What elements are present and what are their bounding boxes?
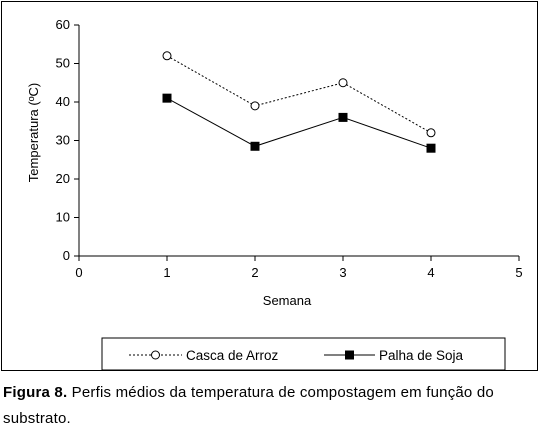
legend-label-2: Palha de Soja [379,348,464,363]
line-chart: 0 10 20 30 40 50 60 0 1 2 3 4 5 Semana Temperatura (ºC… [26,17,523,370]
y-tick-label: 20 [56,171,70,186]
series-line-2 [166,97,432,149]
caption-label: Figura 8. [3,384,68,401]
series-line-1 [166,55,432,134]
chart-frame: 0 10 20 30 40 50 60 0 1 2 3 4 5 Semana Temperatura (ºC… [1,1,538,371]
data-point-1 [338,78,348,88]
data-point-2 [426,143,436,153]
y-tick-label: 30 [56,133,70,148]
legend-box [101,337,506,370]
data-point-2 [250,141,260,151]
y-tick-label: 10 [56,210,70,225]
x-tick-label: 3 [339,265,346,280]
x-tick-label: 2 [251,265,258,280]
legend-marker-1 [151,350,160,360]
y-tick-label: 50 [56,56,70,71]
x-tick-label: 4 [427,265,434,280]
y-tick-label: 0 [63,248,70,263]
figure-caption: Figura 8. Perfis médios da temperatura d… [3,380,543,432]
x-tick-label: 1 [163,265,170,280]
x-tick-label: 0 [75,265,82,280]
data-point-2 [338,112,348,122]
legend-label-1: Casca de Arroz [186,348,279,363]
legend-marker-2 [345,350,354,360]
y-axis-title: Temperatura (ºC) [26,83,41,182]
y-tick-label: 60 [56,17,70,32]
data-point-1 [426,128,436,138]
data-point-1 [162,51,172,61]
data-point-1 [250,101,260,111]
x-tick-label: 5 [515,265,522,280]
data-point-2 [162,93,172,103]
caption-text: Perfis médios da temperatura de composta… [3,384,494,427]
y-tick-label: 40 [56,94,70,109]
x-axis-title: Semana [263,293,312,308]
